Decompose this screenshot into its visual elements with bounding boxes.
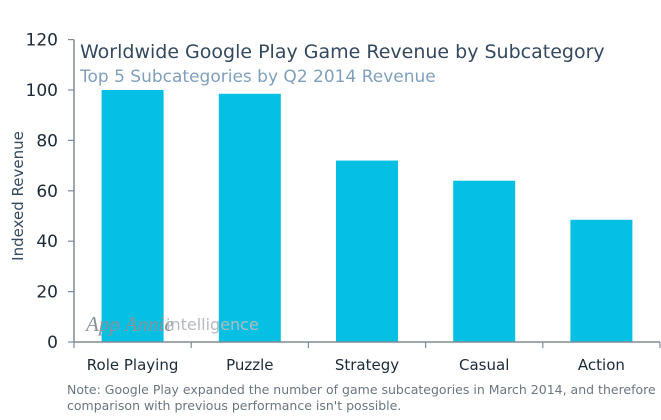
x-tick-label: Role Playing (87, 356, 179, 374)
y-tick-label: 20 (36, 283, 58, 303)
bar-role-playing (101, 90, 164, 342)
watermark-suffix: intelligence (166, 315, 259, 334)
chart-title: Worldwide Google Play Game Revenue by Su… (80, 41, 605, 63)
bars (101, 90, 633, 342)
x-tick-label: Strategy (335, 356, 399, 374)
bar-action (570, 219, 633, 342)
footnote-line-2: comparison with previous performance isn… (67, 398, 401, 413)
y-tick-label: 60 (36, 182, 58, 202)
bar-puzzle (218, 93, 281, 342)
x-tick-label: Casual (459, 356, 509, 374)
axes: Role Playing Puzzle Strategy Casual Action 0 2… (26, 31, 661, 374)
y-axis-label: Indexed Revenue (9, 131, 27, 261)
y-tick-label: 0 (47, 333, 58, 353)
bar-casual (453, 180, 516, 342)
y-tick-label: 80 (36, 131, 58, 151)
watermark-logo: App Annie intelligence (84, 312, 259, 336)
chart-subtitle: Top 5 Subcategories by Q2 2014 Revenue (79, 67, 436, 87)
watermark-brand: App Annie (84, 312, 174, 336)
y-tick-label: 100 (26, 81, 58, 101)
x-tick-label: Action (578, 356, 625, 374)
footnote-line-1: Note: Google Play expanded the number of… (67, 382, 656, 397)
bar-strategy (336, 160, 398, 342)
y-tick-label: 120 (26, 31, 58, 51)
x-tick-label: Puzzle (226, 356, 273, 374)
y-tick-label: 40 (36, 232, 58, 252)
